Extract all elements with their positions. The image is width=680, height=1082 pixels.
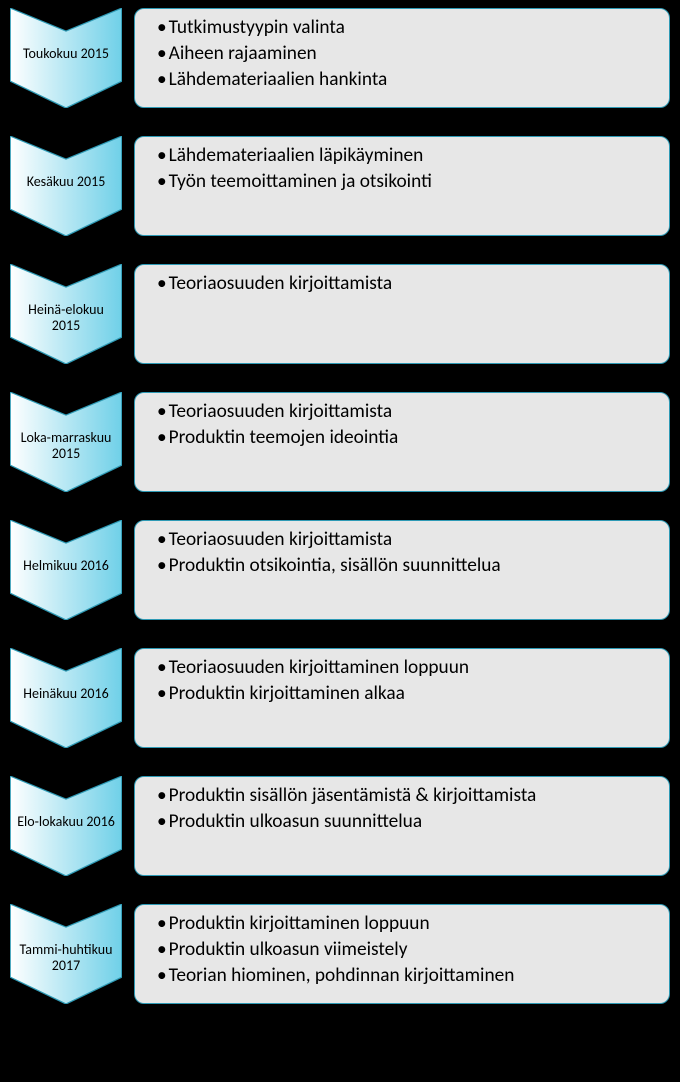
content-item-text: Produktin ulkoasun viimeistely — [169, 937, 655, 963]
chevron-label: Loka-marraskuu 2015 — [10, 430, 122, 462]
content-item: •Teoriaosuuden kirjoittamista — [157, 271, 655, 297]
bullet-icon: • — [157, 41, 167, 67]
content-item: •Produktin kirjoittaminen alkaa — [157, 681, 655, 707]
bullet-icon: • — [157, 527, 167, 553]
content-item-text: Produktin kirjoittaminen loppuun — [169, 911, 655, 937]
content-item-text: Aiheen rajaaminen — [169, 41, 655, 67]
chevron-label: Heinäkuu 2016 — [10, 686, 122, 702]
content-box: •Lähdemateriaalien läpikäyminen•Työn tee… — [134, 136, 670, 236]
bullet-icon: • — [157, 655, 167, 681]
process-step: Toukokuu 2015•Tutkimustyypin valinta•Aih… — [10, 8, 670, 108]
content-box: •Teoriaosuuden kirjoittamista•Produktin … — [134, 392, 670, 492]
process-step: Loka-marraskuu 2015 •Teoriaosuuden kirjoi… — [10, 392, 670, 492]
chevron-label: Helmikuu 2016 — [10, 558, 122, 574]
content-item: •Aiheen rajaaminen — [157, 41, 655, 67]
chevron-label: Toukokuu 2015 — [10, 46, 122, 62]
chevron: Elo-lokakuu 2016 — [10, 776, 122, 876]
bullet-icon: • — [157, 399, 167, 425]
bullet-icon: • — [157, 911, 167, 937]
bullet-icon: • — [157, 809, 167, 835]
process-step: Helmikuu 2016 •Teoriaosuuden kirjoittamis… — [10, 520, 670, 620]
content-item: •Työn teemoittaminen ja otsikointi — [157, 169, 655, 195]
chevron: Kesäkuu 2015 — [10, 136, 122, 236]
content-box: • Produktin kirjoittaminen loppuun•Produ… — [134, 904, 670, 1004]
bullet-icon: • — [157, 783, 167, 809]
process-step: Tammi-huhtikuu 2017 • Produktin kirjoitta… — [10, 904, 670, 1004]
content-item-text: Työn teemoittaminen ja otsikointi — [169, 169, 655, 195]
content-item: •Produktin ulkoasun viimeistely — [157, 937, 655, 963]
chevron: Helmikuu 2016 — [10, 520, 122, 620]
chevron: Toukokuu 2015 — [10, 8, 122, 108]
content-item: •Tutkimustyypin valinta — [157, 15, 655, 41]
content-item-text: Teoriaosuuden kirjoittaminen loppuun — [169, 655, 655, 681]
content-item: •Produktin ulkoasun suunnittelua — [157, 809, 655, 835]
bullet-icon: • — [157, 425, 167, 451]
content-item: •Produktin sisällön jäsentämistä & kirjo… — [157, 783, 655, 809]
bullet-icon: • — [157, 143, 167, 169]
chevron: Loka-marraskuu 2015 — [10, 392, 122, 492]
chevron: Tammi-huhtikuu 2017 — [10, 904, 122, 1004]
content-item-text: Lähdemateriaalien hankinta — [169, 67, 655, 93]
content-item: •Produktin teemojen ideointia — [157, 425, 655, 451]
content-item: •Teoriaosuuden kirjoittamista — [157, 399, 655, 425]
content-item-text: Teoriaosuuden kirjoittamista — [169, 399, 655, 425]
bullet-icon: • — [157, 553, 167, 579]
content-item: •Teoriaosuuden kirjoittamista — [157, 527, 655, 553]
bullet-icon: • — [157, 681, 167, 707]
chevron-label: Elo-lokakuu 2016 — [10, 814, 122, 830]
content-box: •Produktin sisällön jäsentämistä & kirjo… — [134, 776, 670, 876]
bullet-icon: • — [157, 67, 167, 93]
chevron-label: Kesäkuu 2015 — [10, 174, 122, 190]
process-step: Kesäkuu 2015 •Lähdemateriaalien läpikäymi… — [10, 136, 670, 236]
chevron-label: Heinä-elokuu 2015 — [10, 302, 122, 334]
process-flow-container: Toukokuu 2015•Tutkimustyypin valinta•Aih… — [10, 8, 670, 1004]
content-box: •Tutkimustyypin valinta•Aiheen rajaamine… — [134, 8, 670, 108]
content-item-text: Teoriaosuuden kirjoittamista — [169, 527, 655, 553]
content-item-text: Tutkimustyypin valinta — [169, 15, 655, 41]
bullet-icon: • — [157, 169, 167, 195]
content-item-text: Lähdemateriaalien läpikäyminen — [169, 143, 655, 169]
content-item-text: Produktin kirjoittaminen alkaa — [169, 681, 655, 707]
content-item: • Produktin kirjoittaminen loppuun — [157, 911, 655, 937]
content-item-text: Produktin otsikointia, sisällön suunnitt… — [169, 553, 655, 579]
content-item-text: Teoriaosuuden kirjoittamista — [169, 271, 655, 297]
bullet-icon: • — [157, 271, 167, 297]
bullet-icon: • — [157, 937, 167, 963]
content-item: •Teoriaosuuden kirjoittaminen loppuun — [157, 655, 655, 681]
content-item-text: Produktin ulkoasun suunnittelua — [169, 809, 655, 835]
content-item-text: Produktin sisällön jäsentämistä & kirjoi… — [169, 783, 655, 809]
process-step: Heinäkuu 2016 •Teoriaosuuden kirjoittamin… — [10, 648, 670, 748]
content-box: •Teoriaosuuden kirjoittamista — [134, 264, 670, 364]
content-item: •Lähdemateriaalien hankinta — [157, 67, 655, 93]
content-item-text: Teorian hiominen, pohdinnan kirjoittamin… — [169, 963, 655, 989]
content-box: •Teoriaosuuden kirjoittaminen loppuun•Pr… — [134, 648, 670, 748]
process-step: Heinä-elokuu 2015 •Teoriaosuuden kirjoitt… — [10, 264, 670, 364]
content-box: •Teoriaosuuden kirjoittamista•Produktin … — [134, 520, 670, 620]
chevron: Heinä-elokuu 2015 — [10, 264, 122, 364]
content-item: •Produktin otsikointia, sisällön suunnit… — [157, 553, 655, 579]
content-item: •Teorian hiominen, pohdinnan kirjoittami… — [157, 963, 655, 989]
bullet-icon: • — [157, 15, 167, 41]
content-item-text: Produktin teemojen ideointia — [169, 425, 655, 451]
chevron-label: Tammi-huhtikuu 2017 — [10, 942, 122, 974]
bullet-icon: • — [157, 963, 167, 989]
process-step: Elo-lokakuu 2016 •Produktin sisällön jäse… — [10, 776, 670, 876]
content-item: •Lähdemateriaalien läpikäyminen — [157, 143, 655, 169]
chevron: Heinäkuu 2016 — [10, 648, 122, 748]
